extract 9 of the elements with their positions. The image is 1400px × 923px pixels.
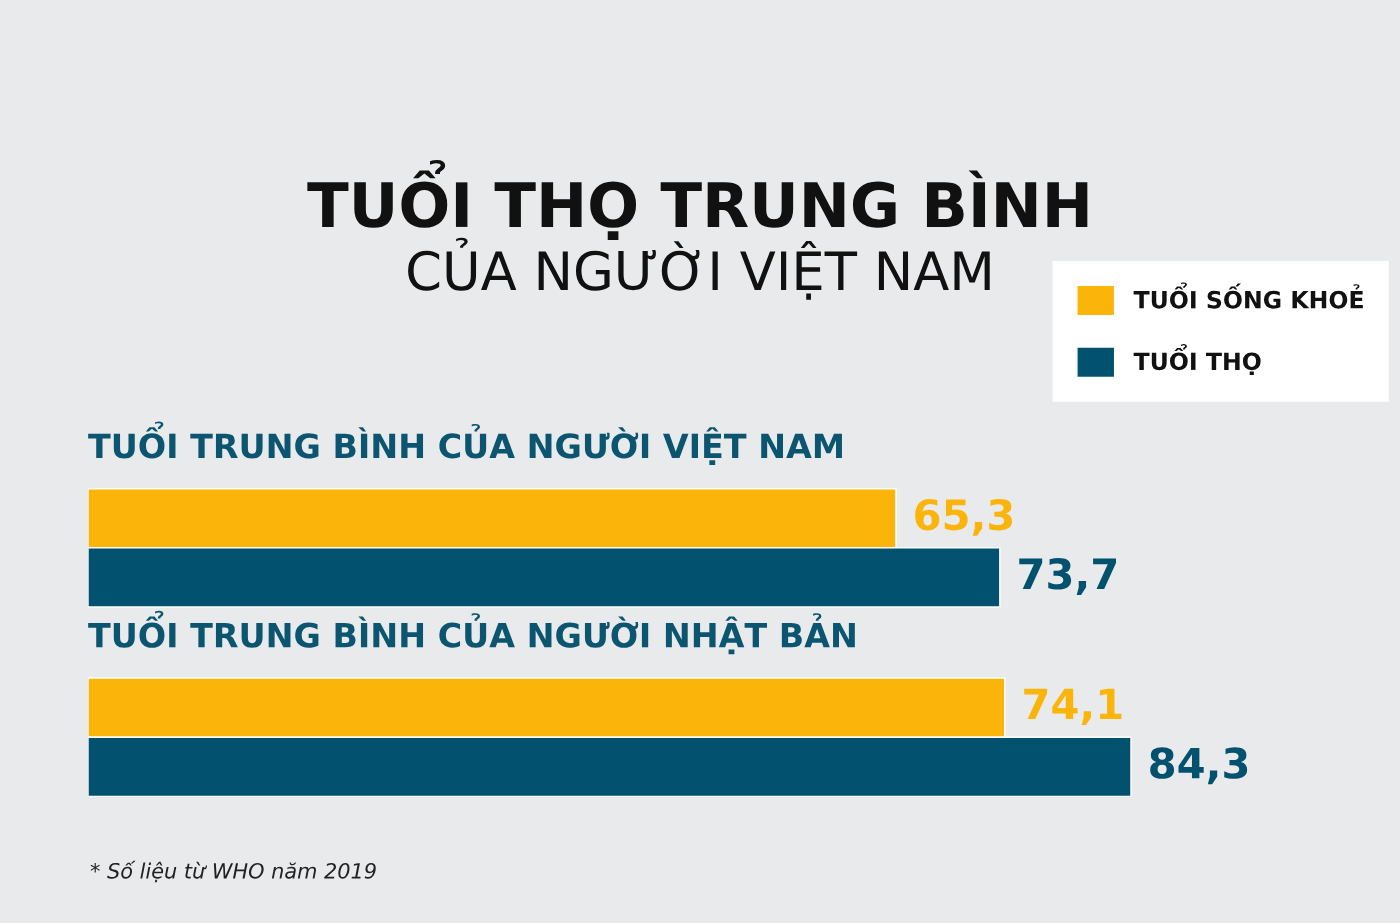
data-label: 65,3 <box>915 498 1013 536</box>
data-label: 73,7 <box>1019 558 1116 595</box>
data-label: 74,1 <box>1024 688 1122 726</box>
y-tick-label: TUỔI TRUNG BÌNH CỦA NGƯỜI VIỆT NAM <box>88 421 842 466</box>
y-tick-label: TUỔI TRUNG BÌNH CỦA NGƯỜI NHẬT BẢN <box>88 610 855 655</box>
data-label: 84,3 <box>1150 747 1248 785</box>
text: * Số liệu từ WHO năm 2019 <box>90 860 376 883</box>
legend-label: TUỔI THỌ <box>1133 344 1261 375</box>
legend-label: TUỔI SỐNG KHOẺ <box>1133 282 1363 309</box>
